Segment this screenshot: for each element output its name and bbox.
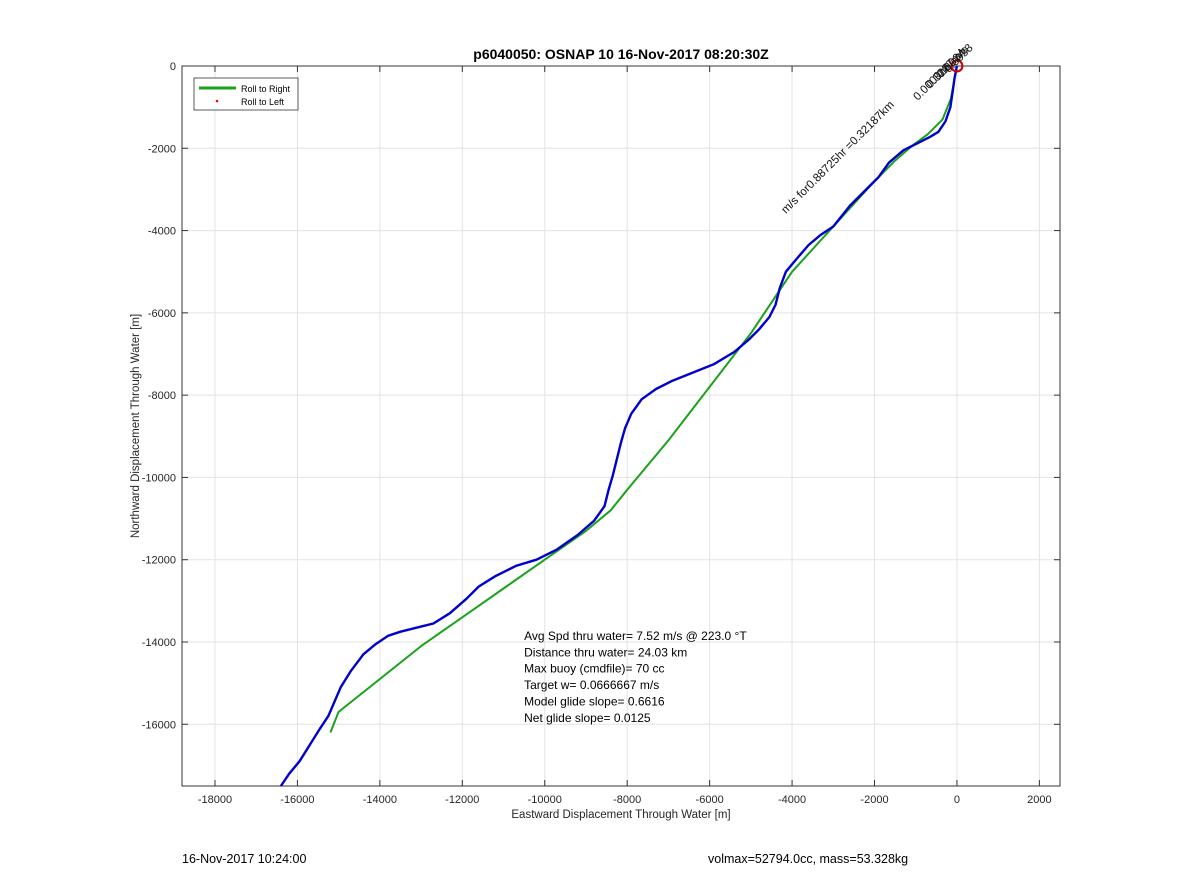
x-tick-label: 2000 (1027, 794, 1051, 806)
y-tick-label: -6000 (148, 308, 176, 320)
x-tick-label: -10000 (528, 794, 562, 806)
stats-line: Avg Spd thru water= 7.52 m/s @ 223.0 °T (524, 629, 747, 643)
y-tick-label: -10000 (142, 472, 176, 484)
y-tick-label: -14000 (142, 637, 176, 649)
stats-line: Net glide slope= 0.0125 (524, 711, 651, 725)
x-tick-label: -4000 (778, 794, 806, 806)
legend-box (193, 77, 299, 111)
x-tick-label: -14000 (363, 794, 397, 806)
x-tick-label: 0 (954, 794, 960, 806)
x-tick-label: -16000 (280, 794, 314, 806)
stats-line: Distance thru water= 24.03 km (524, 645, 687, 659)
stats-line: Max buoy (cmdfile)= 70 cc (524, 662, 664, 676)
start-marker (950, 59, 964, 73)
y-tick-label: -2000 (148, 143, 176, 155)
y-tick-label: -16000 (142, 719, 176, 731)
x-tick-label: -8000 (613, 794, 641, 806)
x-tick-label: -18000 (198, 794, 232, 806)
x-tick-label: -2000 (860, 794, 888, 806)
y-tick-label: -4000 (148, 226, 176, 238)
plot-frame (181, 65, 1061, 787)
stats-line: Model glide slope= 0.6616 (524, 695, 665, 709)
x-axis-label: Eastward Displacement Through Water [m] (511, 809, 730, 821)
chart-title: p6040050: OSNAP 10 16-Nov-2017 08:20:30Z (473, 46, 769, 62)
y-axis-label: Northward Displacement Through Water [m] (130, 314, 142, 538)
footer-timestamp: 16-Nov-2017 10:24:00 (182, 852, 307, 866)
y-tick-label: -8000 (148, 390, 176, 402)
segment-annotation: m/s for0.88725hr =0.32187km (780, 99, 897, 216)
legend-label-roll-right: Roll to Right (241, 84, 291, 94)
y-tick-label: -12000 (142, 555, 176, 567)
stats-line: Target w= 0.0666667 m/s (524, 678, 659, 692)
y-tick-label: 0 (170, 61, 176, 73)
legend-swatch-roll-left (215, 99, 219, 103)
legend-label-roll-left: Roll to Left (241, 97, 285, 107)
footer-volmax-mass: volmax=52794.0cc, mass=53.328kg (708, 852, 909, 866)
series-blue-line (279, 65, 959, 787)
x-tick-label: -6000 (696, 794, 724, 806)
series-green-line (329, 65, 958, 733)
x-tick-label: -12000 (445, 794, 479, 806)
